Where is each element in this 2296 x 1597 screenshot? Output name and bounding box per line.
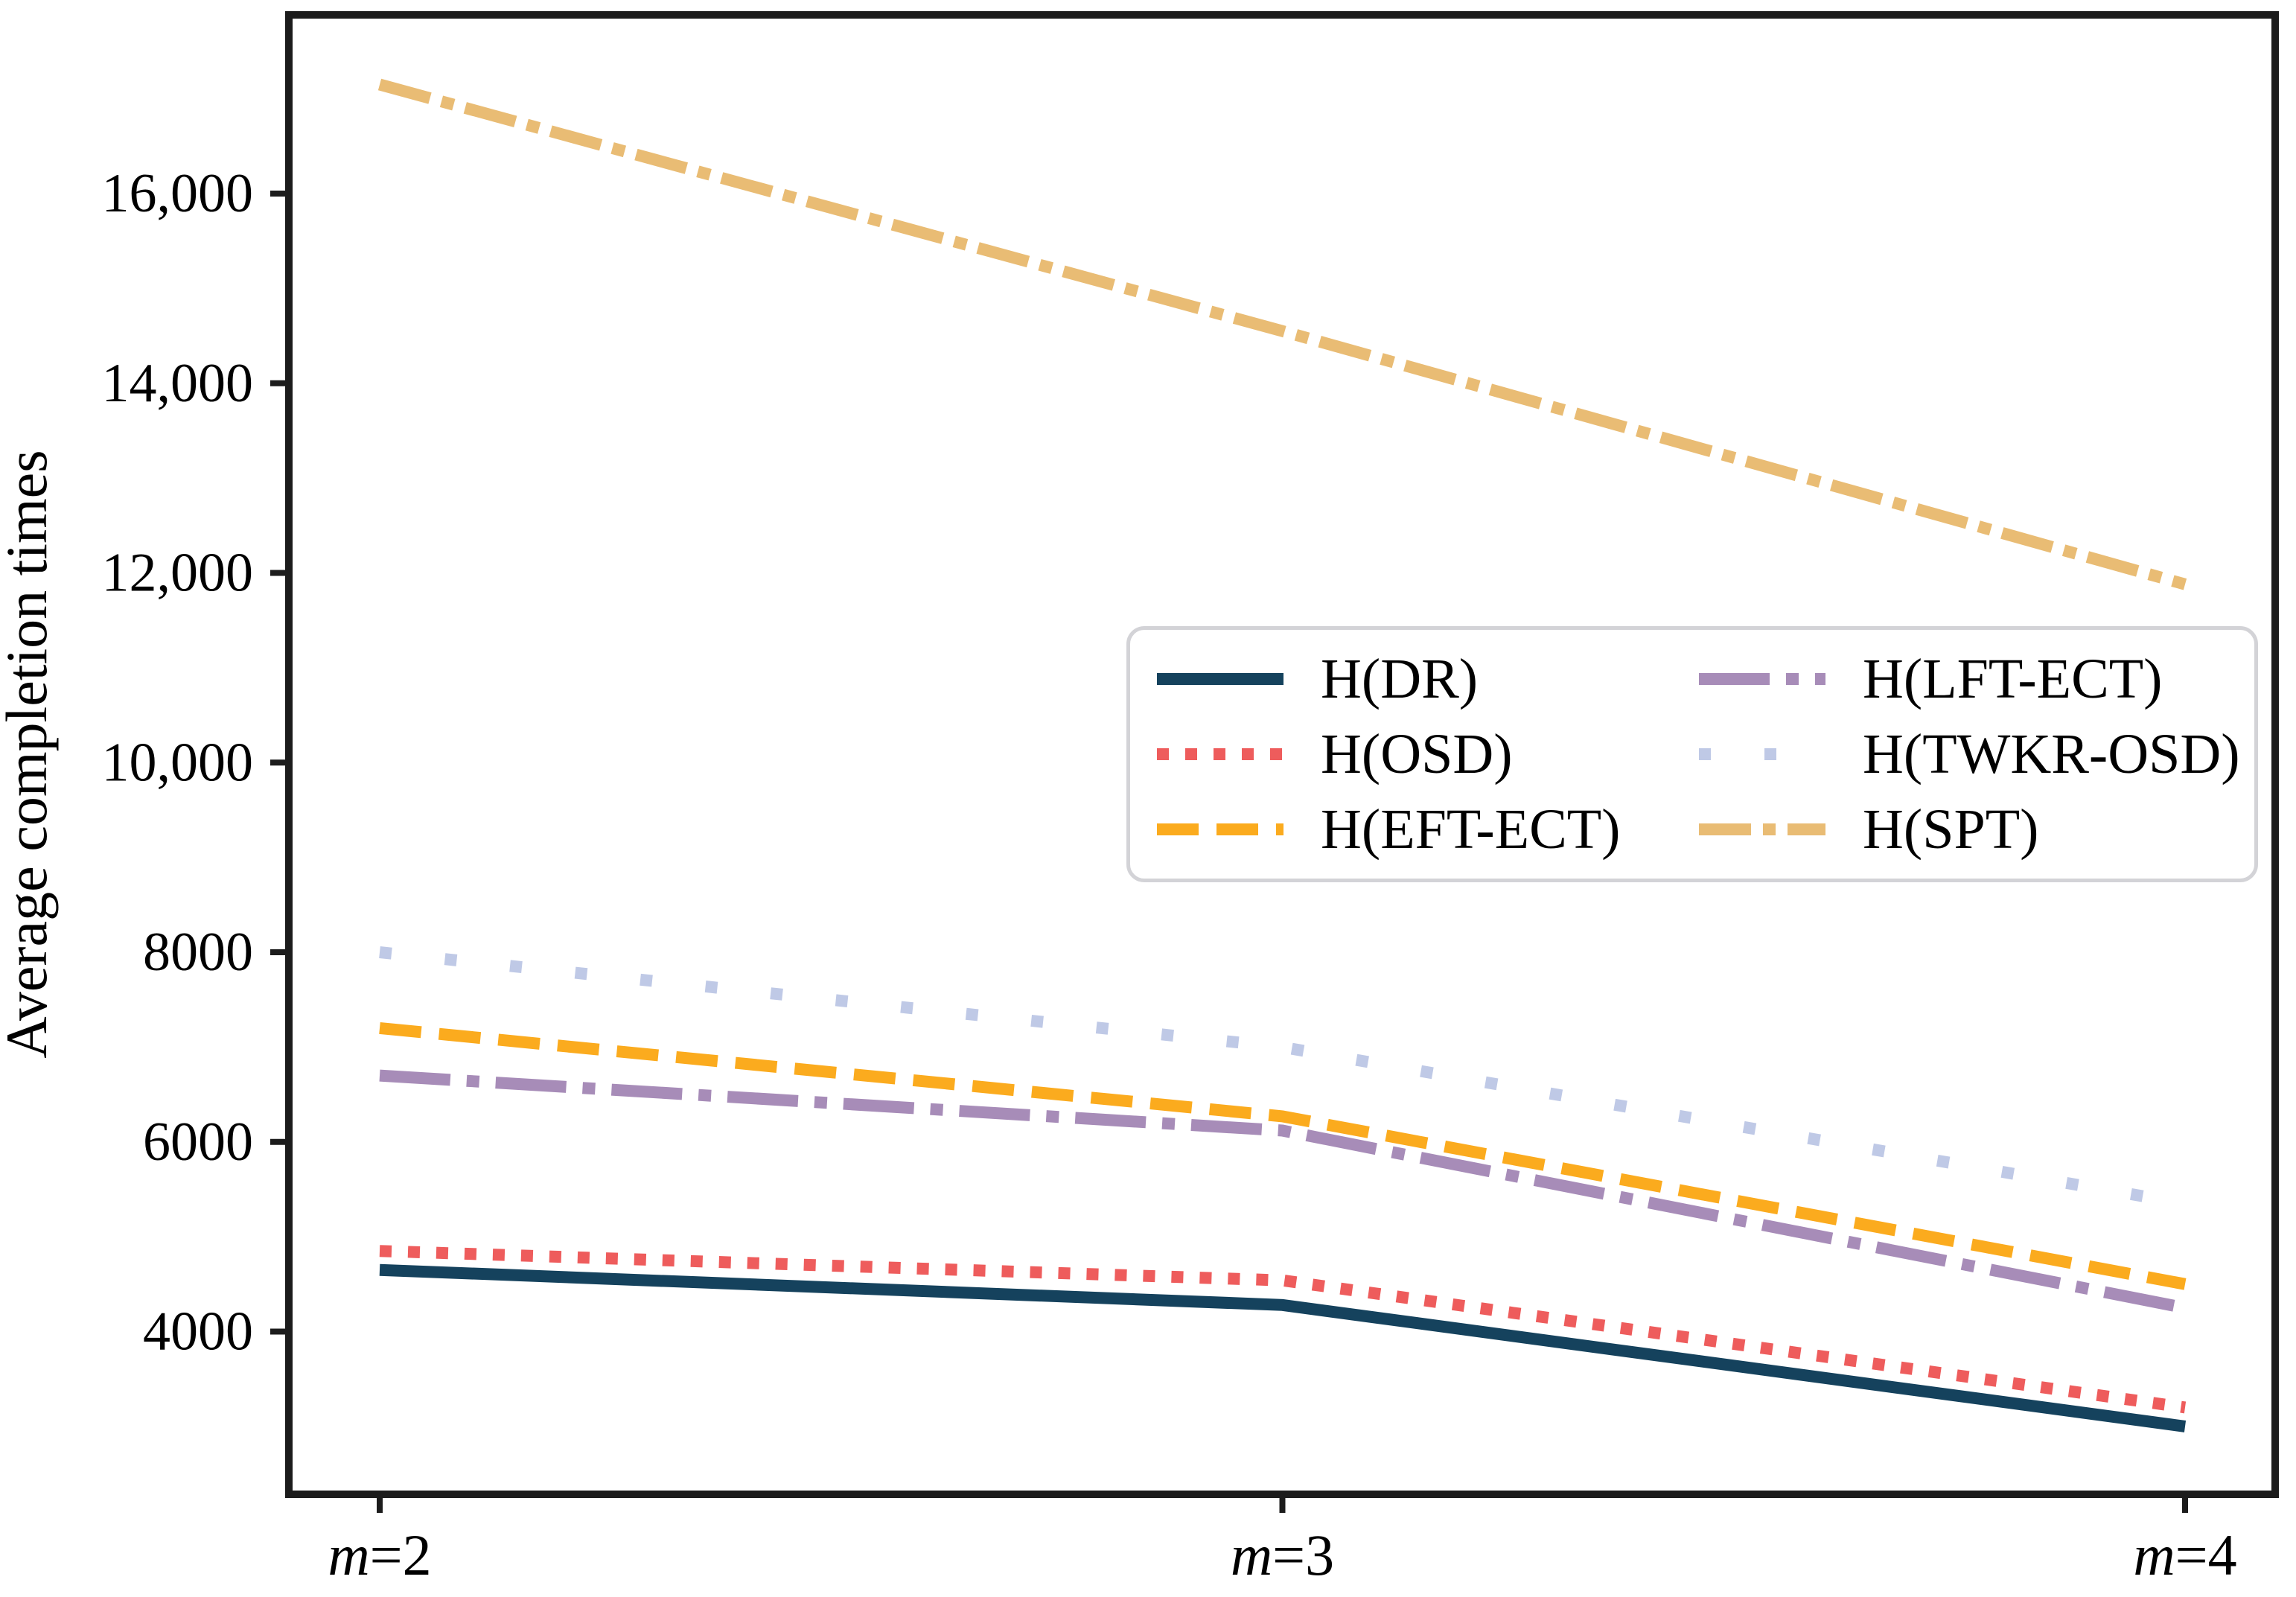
y-tick-label: 10,000 [102,732,254,793]
x-tick-label: m=4 [2133,1523,2236,1587]
y-axis-label: Average completion times [0,450,59,1058]
legend-item-H(LFT-ECT): H(LFT-ECT) [1699,642,2241,717]
y-tick-label: 6000 [143,1112,253,1173]
legend-label: H(TWKR-OSD) [1863,722,2240,785]
y-tick-label: 14,000 [102,353,254,414]
legend-swatch-dashed [1157,823,1283,835]
legend-item-H(TWKR-OSD): H(TWKR-OSD) [1699,717,2241,792]
series-line-H(LFT-ECT) [379,1069,2187,1314]
legend-item-H(DR): H(DR) [1157,642,1699,717]
plot-border [285,11,2279,1498]
series-line-H(OSD) [379,1245,2187,1414]
legend-label: H(OSD) [1321,722,1513,785]
legend-label: H(EFT-ECT) [1321,797,1621,861]
y-tick-label: 16,000 [102,163,254,224]
series-line-H(EFT-ECT) [379,1021,2187,1290]
axes-layer: 16,000 14,000 12,000 10,000 8000 6000 4000 m=2 m… [102,11,2279,1587]
legend-label: H(LFT-ECT) [1863,648,2163,711]
legend-item-H(EFT-ECT): H(EFT-ECT) [1157,791,1699,867]
series-line-H(SPT) [377,78,2187,590]
x-tick-label: m=3 [1231,1523,1334,1587]
legend-box: H(DR) H(OSD) H(EFT-ECT) H(LFT-ECT) H(TWKR-OS… [1126,626,2258,882]
legend-swatch-long-dashdot [1699,823,1825,835]
series-line-H(TWKR-OSD) [379,946,2187,1210]
legend-label: H(DR) [1321,648,1479,711]
legend-swatch-sparse-dotted [1699,748,1825,760]
series-line-H(DR) [379,1263,2187,1432]
legend-item-H(SPT): H(SPT) [1699,791,2241,867]
y-tick-label: 4000 [143,1301,253,1362]
y-tick-label: 8000 [143,922,253,983]
y-tick-label: 12,000 [102,543,254,604]
legend-swatch-dotted [1157,748,1283,760]
legend-label: H(SPT) [1863,797,2039,861]
legend-swatch-dashdot [1699,673,1825,686]
series-layer [377,78,2187,1432]
x-tick-label: m=2 [328,1523,431,1587]
legend-item-H(OSD): H(OSD) [1157,717,1699,792]
legend-swatch-solid [1157,673,1283,686]
